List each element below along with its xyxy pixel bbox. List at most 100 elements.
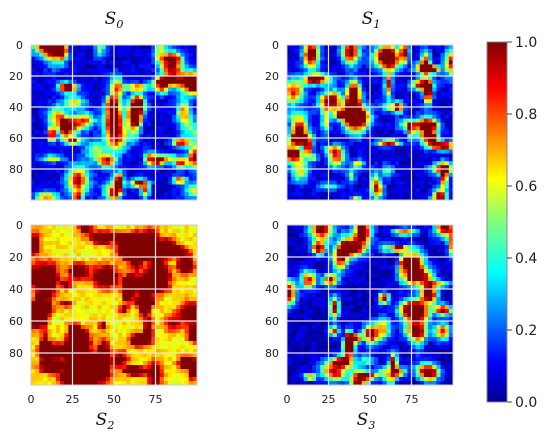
heatmap-cell	[172, 245, 177, 250]
heatmap-cell	[118, 64, 123, 69]
heatmap-cell	[374, 134, 379, 139]
heatmap-cell	[374, 176, 379, 182]
heatmap-cell	[370, 110, 375, 116]
heatmap-cell	[151, 293, 156, 298]
heatmap-cells-s1	[287, 45, 454, 201]
heatmap-cell	[299, 68, 304, 73]
heatmap-cell	[295, 110, 300, 116]
heatmap-cell	[105, 91, 111, 96]
heatmap-cell	[340, 91, 346, 96]
heatmap-cell	[307, 126, 313, 131]
heatmap-cell	[436, 122, 441, 127]
heatmap-cell	[72, 377, 78, 382]
heatmap-cell	[97, 114, 102, 120]
heatmap-cell	[68, 289, 73, 294]
heatmap-cell	[172, 180, 177, 185]
heatmap-cell	[295, 229, 300, 234]
heatmap-cell	[89, 317, 94, 322]
heatmap-cell	[444, 141, 450, 147]
heatmap-cell	[336, 60, 342, 65]
heatmap-cell	[180, 381, 185, 386]
heatmap-cell	[324, 56, 329, 61]
heatmap-cell	[192, 79, 198, 85]
heatmap-cell	[31, 257, 36, 262]
heatmap-cell	[47, 107, 53, 112]
heatmap-cell	[180, 369, 185, 374]
heatmap-cell	[291, 180, 296, 185]
heatmap-cell	[109, 122, 115, 127]
heatmap-cell	[340, 134, 346, 139]
heatmap-cell	[180, 87, 185, 92]
heatmap-cell	[31, 184, 36, 189]
heatmap-cell	[97, 353, 102, 358]
heatmap-cell	[167, 229, 173, 234]
heatmap-cell	[60, 60, 65, 65]
heatmap-cell	[55, 188, 61, 193]
heatmap-cell	[428, 184, 433, 189]
heatmap-cell	[43, 149, 48, 154]
heatmap-cell	[155, 118, 161, 123]
heatmap-cell	[51, 301, 57, 306]
heatmap-cell	[184, 165, 190, 170]
heatmap-cell	[93, 253, 98, 258]
heatmap-cell	[93, 321, 98, 326]
heatmap-cell	[60, 229, 65, 234]
heatmap-cell	[114, 297, 119, 302]
heatmap-cell	[357, 68, 363, 73]
heatmap-cell	[192, 134, 198, 139]
heatmap-cell	[386, 79, 392, 85]
heatmap-cell	[155, 114, 161, 120]
heatmap-cell	[43, 145, 48, 151]
heatmap-cell	[60, 365, 65, 370]
heatmap-cell	[51, 165, 57, 170]
heatmap-cell	[184, 72, 190, 77]
heatmap-cell	[55, 341, 61, 346]
heatmap-cell	[155, 257, 161, 262]
heatmap-cell	[55, 225, 61, 230]
heatmap-cell	[415, 83, 421, 89]
heatmap-cell	[365, 169, 371, 174]
heatmap-cell	[184, 337, 190, 342]
heatmap-cell	[76, 56, 82, 61]
heatmap-cell	[295, 56, 300, 61]
heatmap-cell	[365, 165, 371, 170]
heatmap-cell	[159, 172, 165, 178]
heatmap-cell	[411, 153, 417, 158]
heatmap-cell	[138, 180, 144, 185]
heatmap-cell	[55, 91, 61, 96]
heatmap-cell	[80, 297, 86, 302]
heatmap-cell	[76, 130, 82, 135]
heatmap-cell	[444, 110, 450, 116]
heatmap-cell	[134, 257, 140, 262]
heatmap-cell	[51, 114, 57, 120]
heatmap-cell	[47, 145, 53, 151]
heatmap-cell	[101, 176, 107, 182]
y-tick-label: 80	[265, 163, 279, 176]
heatmap-cell	[68, 45, 73, 50]
heatmap-cell	[43, 301, 48, 306]
heatmap-cell	[130, 91, 136, 96]
heatmap-cell	[353, 161, 358, 166]
heatmap-cell	[72, 134, 78, 139]
heatmap-cell	[399, 229, 404, 234]
heatmap-cell	[159, 253, 165, 258]
heatmap-cell	[299, 103, 304, 108]
heatmap-cell	[295, 134, 300, 139]
heatmap-cell	[407, 184, 412, 189]
heatmap-cell	[345, 149, 350, 154]
heatmap-cell	[336, 76, 342, 81]
heatmap-cell	[440, 138, 446, 143]
heatmap-cell	[47, 345, 53, 350]
heatmap-cell	[332, 149, 338, 154]
heatmap-cell	[307, 110, 313, 116]
heatmap-cell	[39, 76, 44, 81]
heatmap-cell	[349, 76, 354, 81]
heatmap-cell	[130, 172, 136, 178]
heatmap-cell	[126, 192, 131, 197]
heatmap-cell	[176, 381, 181, 386]
heatmap-cell	[159, 245, 165, 250]
heatmap-cell	[68, 269, 73, 274]
heatmap-cell	[93, 309, 98, 314]
heatmap-cell	[349, 122, 354, 127]
heatmap-cell	[365, 64, 371, 69]
